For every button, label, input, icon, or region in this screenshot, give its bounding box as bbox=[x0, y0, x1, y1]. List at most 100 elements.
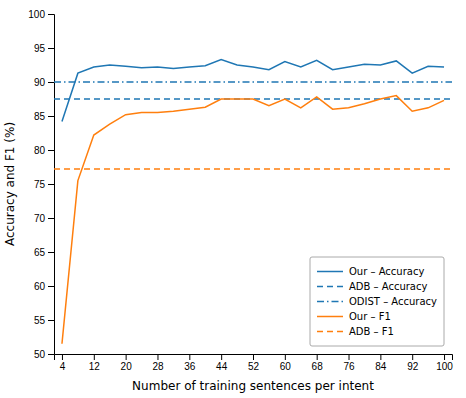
legend-label: ODIST – Accuracy bbox=[349, 296, 437, 307]
legend-item: ADB – F1 bbox=[317, 326, 394, 337]
tick-label: 28 bbox=[152, 361, 164, 372]
tick: 84 bbox=[375, 354, 387, 372]
tick-mark bbox=[126, 354, 127, 360]
tick-mark bbox=[317, 354, 318, 360]
tick-label: 84 bbox=[375, 361, 387, 372]
legend-swatch bbox=[317, 286, 343, 288]
axis-domain bbox=[55, 355, 453, 361]
tick-mark bbox=[48, 320, 54, 321]
tick-label: 12 bbox=[89, 361, 101, 372]
tick-label: 80 bbox=[34, 145, 46, 156]
y-axis: 50 55 60 65 70 75 80 85 90 95 100 bbox=[28, 9, 54, 360]
tick: 55 bbox=[34, 315, 54, 326]
tick: 65 bbox=[34, 247, 54, 258]
tick: 44 bbox=[216, 354, 228, 372]
tick-label: 52 bbox=[248, 361, 260, 372]
tick-label: 95 bbox=[34, 43, 46, 54]
tick: 100 bbox=[28, 9, 54, 20]
tick-label: 68 bbox=[312, 361, 324, 372]
tick-label: 65 bbox=[34, 247, 46, 258]
tick: 12 bbox=[89, 354, 101, 372]
tick-mark bbox=[48, 116, 54, 117]
tick-label: 76 bbox=[343, 361, 355, 372]
tick: 80 bbox=[34, 145, 54, 156]
tick-mark bbox=[48, 354, 54, 355]
tick-mark bbox=[48, 82, 54, 83]
tick: 75 bbox=[34, 179, 54, 190]
line bbox=[62, 60, 444, 122]
reference-line bbox=[54, 81, 452, 83]
tick-label: 85 bbox=[34, 111, 46, 122]
tick-mark bbox=[48, 48, 54, 49]
tick-mark bbox=[48, 286, 54, 287]
marks bbox=[54, 60, 452, 344]
tick-mark bbox=[48, 150, 54, 151]
tick: 95 bbox=[34, 43, 54, 54]
tick-label: 60 bbox=[34, 281, 46, 292]
tick: 4 bbox=[60, 354, 66, 372]
y-axis-title: Accuracy and F1 (%) bbox=[3, 122, 17, 246]
tick-mark bbox=[62, 354, 63, 360]
plot: 4 12 20 28 36 44 52 60 68 76 84 92 100 50 55 60 65 70 75 80… bbox=[28, 9, 453, 372]
tick: 90 bbox=[34, 77, 54, 88]
legend-label: ADB – Accuracy bbox=[349, 281, 427, 292]
tick-mark bbox=[48, 252, 54, 253]
tick: 50 bbox=[34, 349, 54, 360]
legend-item: ODIST – Accuracy bbox=[317, 296, 437, 307]
tick: 68 bbox=[312, 354, 324, 372]
legend-item: Our – F1 bbox=[317, 311, 391, 322]
tick: 60 bbox=[34, 281, 54, 292]
tick: 20 bbox=[121, 354, 133, 372]
tick-mark bbox=[157, 354, 158, 360]
tick-mark bbox=[94, 354, 95, 360]
tick: 52 bbox=[248, 354, 260, 372]
legend-swatch bbox=[317, 316, 343, 318]
tick-label: 70 bbox=[34, 213, 46, 224]
x-axis: 4 12 20 28 36 44 52 60 68 76 84 92 100 bbox=[55, 354, 454, 372]
tick-mark bbox=[412, 354, 413, 360]
legend-swatch bbox=[317, 331, 343, 333]
tick-label: 44 bbox=[216, 361, 228, 372]
tick: 76 bbox=[343, 354, 355, 372]
tick-mark bbox=[444, 354, 445, 360]
tick: 85 bbox=[34, 111, 54, 122]
legend-swatch bbox=[317, 301, 343, 303]
tick: 92 bbox=[407, 354, 419, 372]
tick-mark bbox=[285, 354, 286, 360]
tick-label: 36 bbox=[184, 361, 196, 372]
legend-label: Our – Accuracy bbox=[349, 266, 424, 277]
tick-label: 55 bbox=[34, 315, 46, 326]
legend-label: Our – F1 bbox=[349, 311, 391, 322]
x-axis-title: Number of training sentences per intent bbox=[132, 379, 374, 393]
tick-label: 60 bbox=[280, 361, 292, 372]
legend: Our – Accuracy ADB – Accuracy ODIST – Accu… bbox=[310, 257, 444, 346]
tick: 70 bbox=[34, 213, 54, 224]
tick-mark bbox=[380, 354, 381, 360]
tick: 36 bbox=[184, 354, 196, 372]
tick-mark bbox=[48, 14, 54, 15]
axis-domain bbox=[48, 15, 55, 355]
legend-item: Our – Accuracy bbox=[317, 266, 424, 277]
tick: 28 bbox=[152, 354, 164, 372]
tick-label: 4 bbox=[60, 361, 66, 372]
tick-label: 50 bbox=[34, 349, 46, 360]
reference-line bbox=[54, 168, 452, 170]
tick-mark bbox=[221, 354, 222, 360]
tick-mark bbox=[189, 354, 190, 360]
tick-label: 75 bbox=[34, 179, 46, 190]
line bbox=[62, 96, 444, 344]
tick-label: 100 bbox=[436, 361, 453, 372]
tick-mark bbox=[253, 354, 254, 360]
tick-mark bbox=[349, 354, 350, 360]
tick-label: 92 bbox=[407, 361, 419, 372]
tick: 100 bbox=[436, 354, 453, 372]
legend-label: ADB – F1 bbox=[349, 326, 394, 337]
legend-swatch bbox=[317, 271, 343, 273]
tick-label: 20 bbox=[121, 361, 133, 372]
tick-mark bbox=[48, 184, 54, 185]
legend-item: ADB – Accuracy bbox=[317, 281, 427, 292]
tick-mark bbox=[48, 218, 54, 219]
tick-label: 100 bbox=[28, 9, 45, 20]
legend-frame bbox=[310, 257, 444, 346]
tick: 60 bbox=[280, 354, 292, 372]
